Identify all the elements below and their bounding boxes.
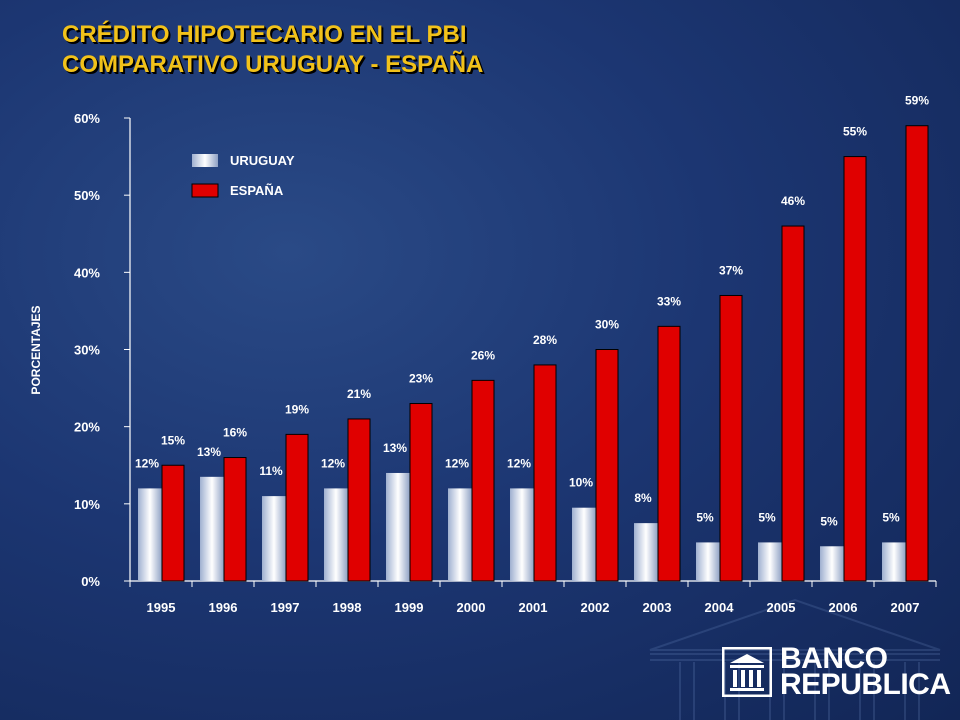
y-tick-label: 30% <box>74 343 100 358</box>
bar-uruguay <box>634 523 658 581</box>
data-label-espana: 28% <box>533 333 557 347</box>
y-tick-label: 50% <box>74 188 100 203</box>
data-label-espana: 16% <box>223 426 247 440</box>
chart-title-line-1: CRÉDITO HIPOTECARIO EN EL PBI <box>62 21 467 48</box>
bar-uruguay <box>386 472 410 581</box>
y-tick-label: 40% <box>74 265 100 280</box>
x-tick-label: 2001 <box>519 600 548 615</box>
bar-uruguay <box>262 496 286 581</box>
logo-line-1: BANCO <box>780 642 888 675</box>
data-label-espana: 59% <box>905 94 929 108</box>
x-tick-label: 1998 <box>333 600 362 615</box>
data-label-espana: 23% <box>409 372 433 386</box>
data-label-uruguay: 12% <box>507 456 531 470</box>
y-axis-title: PORCENTAJES <box>29 305 43 394</box>
x-tick-label: 1999 <box>395 600 424 615</box>
data-label-espana: 15% <box>161 433 185 447</box>
bar-espana <box>905 125 929 582</box>
data-label-espana: 19% <box>285 402 309 416</box>
data-label-espana: 30% <box>595 318 619 332</box>
data-label-uruguay: 11% <box>259 464 283 478</box>
bar-espana <box>719 294 743 582</box>
bar-uruguay <box>820 546 844 581</box>
bar-uruguay <box>696 542 720 581</box>
data-label-espana: 37% <box>719 263 743 277</box>
x-tick-label: 1997 <box>271 600 300 615</box>
data-label-uruguay: 13% <box>197 445 221 459</box>
legend-swatch-uruguay <box>192 154 218 167</box>
x-tick-label: 1995 <box>147 600 176 615</box>
bar-uruguay <box>510 488 534 581</box>
x-tick-label: 2006 <box>829 600 858 615</box>
x-tick-label: 1996 <box>209 600 238 615</box>
bar-espana <box>347 418 371 582</box>
data-label-uruguay: 12% <box>321 456 345 470</box>
bar-espana <box>843 156 867 582</box>
legend-label-espana: ESPAÑA <box>230 183 284 198</box>
bank-building-icon <box>722 647 772 697</box>
bar-uruguay <box>882 542 906 581</box>
data-label-uruguay: 12% <box>445 456 469 470</box>
x-tick-label: 2003 <box>643 600 672 615</box>
bar-espana <box>223 457 247 582</box>
bar-espana <box>657 325 681 582</box>
bar-espana <box>595 349 619 582</box>
data-label-espana: 33% <box>657 294 681 308</box>
chart-title-line-2: COMPARATIVO URUGUAY - ESPAÑA <box>62 51 484 78</box>
data-label-uruguay: 8% <box>634 491 652 505</box>
bar-espana <box>471 379 495 582</box>
bar-espana <box>161 464 185 582</box>
legend-swatch-espana <box>191 183 219 198</box>
y-tick-label: 20% <box>74 420 100 435</box>
bar-espana <box>285 433 309 582</box>
x-tick-label: 2000 <box>457 600 486 615</box>
chart-title: CRÉDITO HIPOTECARIO EN EL PBI COMPARATIV… <box>62 20 483 80</box>
data-label-uruguay: 10% <box>569 476 593 490</box>
data-label-uruguay: 13% <box>383 441 407 455</box>
data-label-espana: 26% <box>471 348 495 362</box>
data-label-espana: 46% <box>781 194 805 208</box>
x-tick-label: 2005 <box>767 600 796 615</box>
bar-espana <box>533 364 557 582</box>
x-tick-label: 2007 <box>891 600 920 615</box>
bar-espana <box>781 225 805 582</box>
legend-label-uruguay: URUGUAY <box>230 153 295 168</box>
bar-uruguay <box>324 488 348 581</box>
y-tick-label: 60% <box>74 111 100 126</box>
data-label-uruguay: 5% <box>758 510 776 524</box>
x-tick-label: 2004 <box>705 600 735 615</box>
data-label-espana: 21% <box>347 387 371 401</box>
bar-uruguay <box>572 507 596 581</box>
banco-republica-logo: BANCO REPUBLICA <box>722 642 951 701</box>
data-label-espana: 55% <box>843 125 867 139</box>
bar-uruguay <box>200 476 224 581</box>
bar-espana <box>409 403 433 582</box>
bar-uruguay <box>448 488 472 581</box>
data-label-uruguay: 5% <box>820 514 838 528</box>
bar-uruguay <box>138 488 162 581</box>
data-label-uruguay: 12% <box>135 456 159 470</box>
bar-uruguay <box>758 542 782 581</box>
y-tick-label: 10% <box>74 497 100 512</box>
y-tick-label: 0% <box>81 574 100 589</box>
logo-line-2: REPUBLICA <box>780 668 951 701</box>
x-tick-label: 2002 <box>581 600 610 615</box>
data-label-uruguay: 5% <box>696 510 714 524</box>
data-label-uruguay: 5% <box>882 510 900 524</box>
